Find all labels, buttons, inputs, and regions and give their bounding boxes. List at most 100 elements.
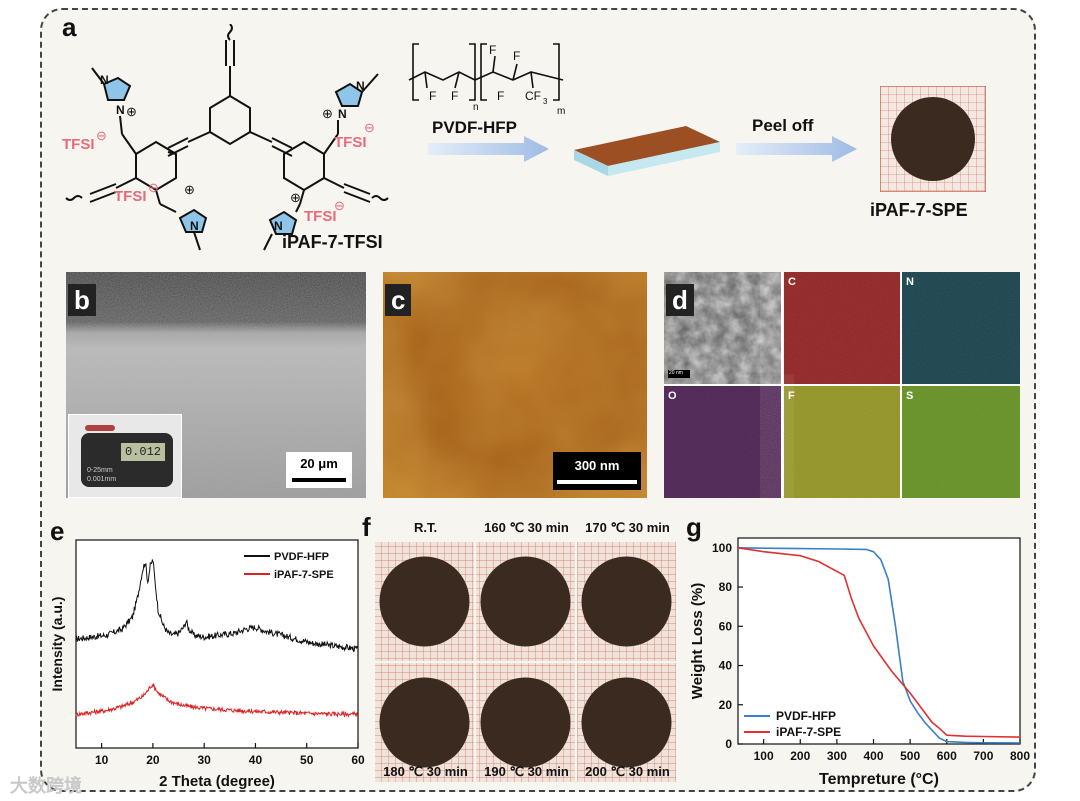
svg-text:n: n	[473, 102, 479, 113]
x-tick-label: 700	[973, 749, 993, 763]
panel-g-label: g	[686, 512, 702, 542]
membrane-disk	[379, 677, 470, 768]
svg-text:F: F	[489, 43, 496, 57]
tfsi-label: TFSI	[62, 136, 95, 153]
charge-minus: ⊖	[96, 128, 107, 143]
svg-text:N: N	[190, 219, 199, 233]
y-tick-label: 40	[719, 659, 733, 673]
condition-label: R.T.	[413, 520, 438, 535]
spe-membrane-photo	[880, 86, 986, 192]
series-line-pvdf-hfp	[737, 547, 1021, 744]
membrane-disk	[379, 556, 470, 647]
peel-off-label: Peel off	[752, 116, 814, 135]
x-tick-label: 800	[1010, 749, 1030, 763]
x-tick-label: 30	[198, 753, 212, 767]
scale-bar-box: 300 nm	[553, 452, 641, 490]
panel-e-label: e	[50, 516, 65, 546]
y-tick-label: 80	[719, 580, 733, 594]
scale-bar-label: 20 μm	[300, 456, 338, 471]
condition-label: 180 ℃ 30 min	[383, 764, 468, 779]
micrometer-inset: 0.012 0-25mm 0.001mm	[68, 414, 182, 498]
svg-text:⊕: ⊕	[184, 182, 195, 197]
x-tick-label: 60	[351, 753, 365, 767]
y-tick-label: 0	[725, 737, 732, 751]
scale-bar	[292, 478, 346, 482]
svg-text:F: F	[429, 89, 436, 103]
compound-name: iPAF-7-TFSI	[282, 232, 383, 252]
series-line-ipaf-7-spe	[737, 547, 1021, 738]
map-label-c: C	[788, 276, 796, 288]
svg-text:m: m	[557, 106, 565, 117]
watermark: 大数跨境	[10, 776, 82, 796]
legend-label: iPAF-7-SPE	[274, 569, 334, 581]
svg-text:N: N	[274, 219, 283, 233]
y-axis-label: Weight Loss (%)	[689, 583, 706, 699]
panel-d-label: d	[666, 284, 694, 316]
map-label-s: S	[906, 390, 914, 402]
sem-scale-label: 20 nm	[669, 370, 683, 376]
svg-text:F: F	[497, 89, 504, 103]
micrometer-range: 0-25mm	[87, 467, 113, 474]
series-line-pvdf-hfp	[75, 558, 358, 652]
condition-label: 200 ℃ 30 min	[585, 764, 670, 779]
arrow-icon	[736, 136, 857, 162]
y-tick-label: 60	[719, 619, 733, 633]
svg-text:N: N	[356, 79, 365, 93]
membrane-disk	[480, 677, 571, 768]
scale-bar-box: 20 μm	[286, 452, 352, 488]
afm-image	[383, 272, 647, 498]
charge-minus: ⊖	[148, 180, 159, 195]
legend-label: iPAF-7-SPE	[776, 725, 841, 739]
tfsi-label: TFSI	[304, 208, 337, 225]
thermal-stability-photos: R.T. 160 ℃ 30 min 170 ℃ 30 min 180 ℃ 30 min…	[374, 518, 678, 784]
x-axis-label: Tempreture (°C)	[819, 771, 939, 788]
charge-minus: ⊖	[334, 198, 345, 213]
svg-text:3: 3	[543, 97, 548, 106]
x-tick-label: 100	[754, 749, 774, 763]
legend-label: PVDF-HFP	[776, 709, 836, 723]
plot-frame	[737, 537, 1021, 745]
x-tick-label: 50	[300, 753, 314, 767]
x-tick-label: 500	[900, 749, 920, 763]
svg-text:⊕: ⊕	[126, 104, 137, 119]
micrometer-display: 0.012	[121, 443, 165, 461]
svg-text:N: N	[338, 107, 347, 121]
legend-label: PVDF-HFP	[274, 551, 329, 563]
svg-text:CF: CF	[525, 89, 541, 103]
product-name: iPAF-7-SPE	[870, 200, 968, 220]
svg-text:N: N	[116, 103, 125, 117]
pvdf-hfp-structure: F F F F F CF 3 n m	[408, 43, 565, 117]
scale-bar-label: 300 nm	[574, 458, 620, 473]
tfsi-label: TFSI	[114, 188, 147, 205]
condition-label: 190 ℃ 30 min	[484, 764, 569, 779]
panel-a-label: a	[62, 12, 77, 42]
condition-label: 160 ℃ 30 min	[484, 520, 569, 535]
svg-text:F: F	[513, 49, 520, 63]
membrane-disk	[581, 556, 672, 647]
y-tick-label: 20	[719, 698, 733, 712]
x-tick-label: 20	[146, 753, 160, 767]
scale-bar	[557, 480, 637, 484]
membrane-disk	[480, 556, 571, 647]
xrd-chart: 10 20 30 40 50 60 PVDF-HFP iPAF-7-SPE 2 Theta …	[49, 539, 365, 790]
svg-text:N: N	[100, 73, 109, 87]
map-label-f: F	[788, 390, 795, 402]
cast-film-illustration	[574, 126, 720, 176]
x-tick-label: 600	[937, 749, 957, 763]
map-label-n: N	[906, 276, 914, 288]
arrow-icon	[428, 136, 549, 162]
panel-f-label: f	[362, 512, 371, 542]
charge-minus: ⊖	[364, 120, 375, 135]
y-tick-label: 100	[712, 541, 732, 555]
series-line-ipaf-7-spe	[75, 683, 358, 718]
x-tick-label: 10	[95, 753, 109, 767]
x-tick-label: 400	[863, 749, 883, 763]
svg-text:⊕: ⊕	[290, 190, 301, 205]
tfsi-label: TFSI	[334, 134, 367, 151]
x-tick-label: 40	[249, 753, 263, 767]
membrane-disk	[581, 677, 672, 768]
eds-mapping	[664, 272, 1020, 498]
tga-chart: 100 200 300 400 500 600 700 800 0 20 40 60 80 100 PVD…	[689, 537, 1030, 788]
membrane-photo-grid	[375, 542, 676, 782]
